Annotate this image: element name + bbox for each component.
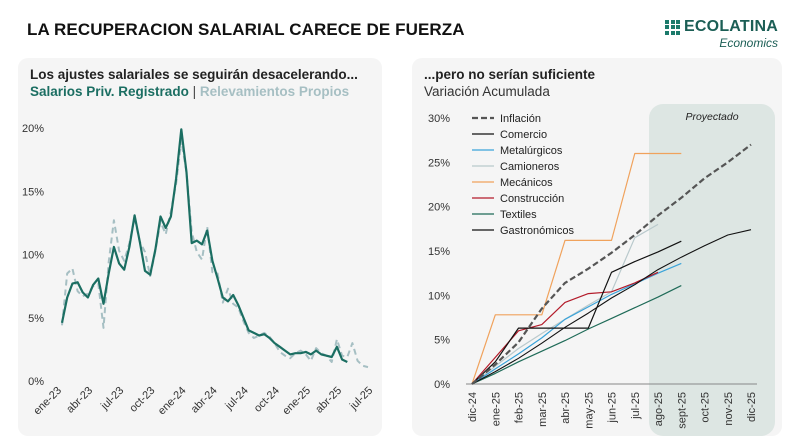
right-x-tick-label: mar-25: [537, 392, 549, 427]
right-chart-title: ...pero no serían suficiente: [424, 67, 596, 82]
legend-relevamientos: Relevamientos Propios: [199, 84, 350, 99]
right-y-tick-label: 25%: [428, 157, 450, 169]
left-chart-subtitle: Salarios Priv. Registrado | Relevamiento…: [30, 84, 349, 99]
right-y-tick-label: 10%: [428, 290, 450, 302]
series-line-construccion: [471, 271, 659, 385]
left-chart-title: Los ajustes salariales se seguirán desac…: [30, 67, 358, 82]
left-x-tick-label: abr-23: [64, 385, 95, 416]
right-x-tick-label: jun-25: [607, 392, 619, 424]
legend-label-metalurgicos: Metalúrgicos: [500, 145, 563, 157]
left-y-tick-label: 5%: [28, 313, 44, 325]
right-y-tick-label: 0%: [434, 379, 450, 391]
projection-label: Proyectado: [685, 111, 738, 123]
left-x-tick-label: abr-25: [313, 385, 344, 416]
legend-label-camioneros: Camioneros: [500, 161, 560, 173]
right-x-tick-label: dic-25: [746, 392, 758, 422]
legend-label-comercio: Comercio: [500, 129, 547, 141]
right-x-tick-label: ago-25: [653, 392, 665, 426]
series-line-inflacion: [471, 143, 752, 385]
left-x-tick-label: ene-24: [156, 385, 189, 418]
right-y-tick-label: 20%: [428, 202, 450, 214]
left-x-tick-label: ene-25: [280, 385, 313, 418]
left-y-tick-label: 15%: [22, 186, 44, 198]
right-y-tick-label: 5%: [434, 335, 450, 347]
left-x-tick-label: jul-24: [223, 385, 251, 413]
right-x-tick-label: feb-25: [514, 392, 526, 423]
series-line-gastronomicos: [471, 229, 752, 385]
series-line-salarios-priv-registrado: [60, 128, 348, 363]
right-x-tick-label: jul-25: [630, 392, 642, 420]
left-x-tick-label: jul-25: [347, 385, 375, 413]
page-title: LA RECUPERACION SALARIAL CARECE DE FUERZ…: [27, 20, 465, 39]
left-chart-panel: Los ajustes salariales se seguirán desac…: [18, 58, 382, 436]
legend-label-gastronomicos: Gastronómicos: [500, 225, 574, 237]
projection-band: [649, 104, 775, 436]
left-y-tick-label: 20%: [22, 123, 44, 135]
right-x-tick-label: nov-25: [723, 392, 735, 426]
brand-logo: ECOLATINA Economics: [665, 18, 778, 50]
left-y-tick-label: 0%: [28, 376, 44, 388]
legend-salarios: Salarios Priv. Registrado: [30, 84, 189, 99]
right-x-tick-label: dic-24: [467, 392, 479, 422]
right-x-tick-label: sept-25: [676, 392, 688, 429]
series-line-textiles: [471, 285, 682, 385]
left-x-tick-label: ene-23: [31, 385, 64, 418]
left-y-tick-label: 10%: [22, 250, 44, 262]
legend-label-inflacion: Inflación: [500, 113, 541, 125]
right-y-tick-label: 15%: [428, 246, 450, 258]
series-line-comercio: [471, 240, 682, 385]
left-x-tick-label: abr-24: [189, 385, 220, 416]
right-x-tick-label: ene-25: [490, 392, 502, 426]
series-line-metalurgicos: [471, 262, 682, 385]
logo-grid-icon: [665, 19, 681, 35]
right-chart: Proyectado 0% 5% 10% 15% 20% 25% 30% dic-24 ene-2…: [428, 104, 775, 436]
logo-subtitle: Economics: [719, 36, 778, 50]
series-line-relevamientos-propios: [61, 139, 369, 369]
left-chart: 0%5%10%15%20%ene-23 abr-23 jul-23 oct-23ene…: [22, 123, 375, 417]
legend-label-mecanicos: Mecánicos: [500, 177, 553, 189]
right-x-tick-label: oct-25: [700, 392, 712, 423]
series-line-mecanicos: [471, 152, 682, 385]
legend-separator: |: [192, 84, 197, 99]
legend-label-construccion: Construcción: [500, 193, 564, 205]
right-y-tick-label: 30%: [428, 113, 450, 125]
legend-label-textiles: Textiles: [500, 209, 537, 221]
right-x-tick-label: abr-25: [560, 392, 572, 424]
right-chart-subtitle: Variación Acumulada: [424, 84, 550, 99]
left-x-tick-label: oct-24: [252, 385, 282, 415]
left-x-tick-label: jul-23: [98, 385, 126, 413]
right-x-tick-label: may-25: [583, 392, 595, 429]
left-x-tick-label: oct-23: [127, 385, 157, 415]
logo-name: ECOLATINA: [684, 18, 778, 35]
